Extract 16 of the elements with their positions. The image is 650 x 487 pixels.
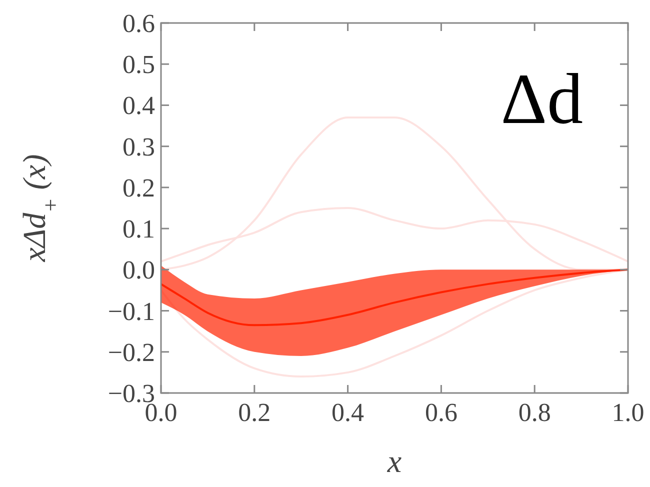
y-tick-label: 0.6 xyxy=(122,9,155,38)
y-tick-label: −0.1 xyxy=(108,296,155,326)
x-tick-label: 0.4 xyxy=(332,398,364,427)
y-tick-label: 0.5 xyxy=(122,50,155,80)
annotation: Δd xyxy=(500,59,583,139)
y-tick-label: 0.0 xyxy=(122,256,155,285)
x-tick-label: 1.0 xyxy=(612,398,644,427)
x-axis-title: x xyxy=(386,443,402,479)
x-tick-label: 0.2 xyxy=(238,398,271,427)
y-tick-label: −0.2 xyxy=(108,338,155,367)
y-tick-label: 0.4 xyxy=(122,91,155,120)
y-tick-label: 0.1 xyxy=(122,214,155,244)
x-tick-label: 0.6 xyxy=(424,398,458,427)
y-tick-label: 0.2 xyxy=(122,173,155,202)
x-tick-label: 0.8 xyxy=(518,398,551,427)
y-tick-label: 0.3 xyxy=(122,132,155,162)
